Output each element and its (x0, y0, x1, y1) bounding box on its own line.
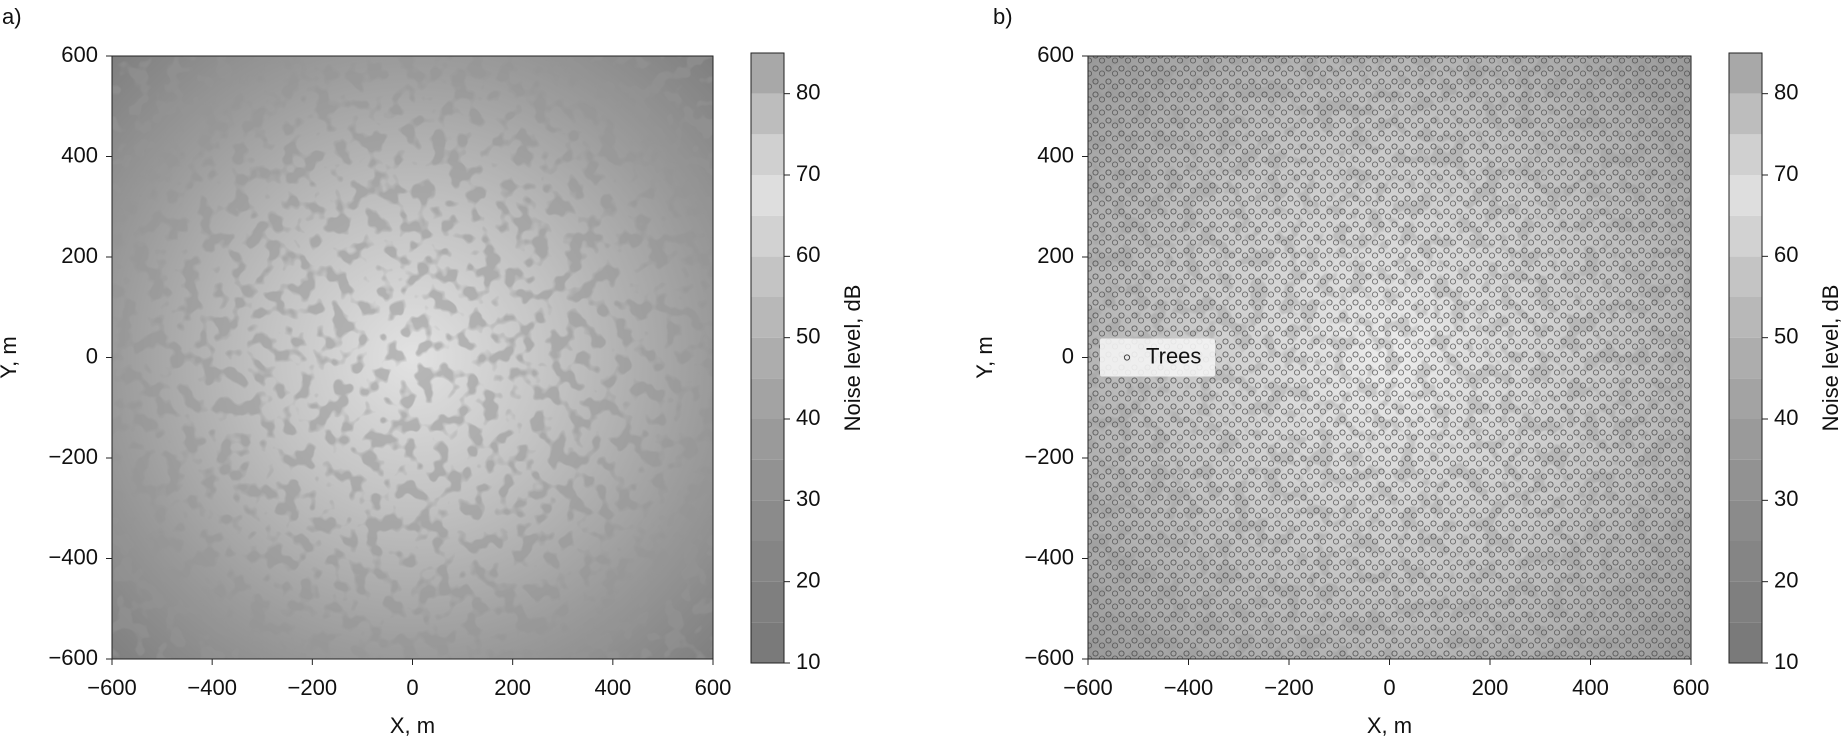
field-texture (112, 56, 713, 659)
colorbar-frame (750, 52, 785, 664)
x-tick-label: 200 (1472, 675, 1509, 700)
colorbar-tick-label: 80 (1774, 79, 1798, 104)
y-tick-label: 200 (61, 243, 98, 268)
x-tick-label: 200 (494, 675, 531, 700)
x-tick-label: −200 (1264, 675, 1314, 700)
colorbar-band (751, 541, 784, 582)
colorbar-band (751, 500, 784, 541)
colorbar-band (751, 215, 784, 257)
colorbar-tick-label: 40 (796, 405, 820, 430)
x-tick-label: −400 (1164, 675, 1214, 700)
x-tick-label: 400 (594, 675, 631, 700)
y-tick-label: 400 (61, 142, 98, 167)
colorbar-band (751, 93, 784, 135)
colorbar-tick-label: 10 (796, 649, 820, 674)
x-tick-label: −600 (87, 675, 137, 700)
colorbar-band (751, 622, 784, 663)
y-axis-label: Y, m (0, 336, 21, 378)
colorbar-band (751, 256, 784, 297)
x-tick-label: 400 (1572, 675, 1609, 700)
colorbar-tick-label: 10 (1774, 649, 1798, 674)
y-tick-label: 200 (1037, 243, 1074, 268)
colorbar-band (1729, 134, 1762, 175)
colorbar-band (1729, 378, 1762, 419)
colorbar-band (1729, 215, 1762, 257)
colorbar-tick-label: 20 (1774, 567, 1798, 592)
colorbar-band (1729, 53, 1762, 94)
colorbar-band (751, 134, 784, 175)
colorbar-tick-label: 30 (1774, 486, 1798, 511)
colorbar-band (751, 581, 784, 623)
x-tick-label: 0 (1383, 675, 1395, 700)
x-tick-label: −600 (1063, 675, 1113, 700)
colorbar-tick-label: 50 (796, 323, 820, 348)
colorbar-tick-label: 60 (1774, 242, 1798, 267)
x-tick-label: 600 (695, 675, 732, 700)
colorbar-band (751, 175, 784, 216)
y-tick-label: 0 (86, 343, 98, 368)
y-axis-label: Y, m (972, 336, 997, 378)
colorbar-band (751, 419, 784, 460)
x-tick-label: −200 (288, 675, 338, 700)
legend-label: Trees (1146, 343, 1201, 368)
colorbar-band (751, 459, 784, 501)
colorbar-band (1729, 419, 1762, 460)
colorbar-tick-label: 30 (796, 486, 820, 511)
colorbar-band (1729, 93, 1762, 135)
colorbar-tick-label: 40 (1774, 405, 1798, 430)
colorbar-band (751, 297, 784, 338)
y-tick-label: −600 (1024, 645, 1074, 670)
colorbar-band (751, 337, 784, 379)
x-tick-label: 600 (1673, 675, 1710, 700)
y-tick-label: 600 (61, 42, 98, 67)
y-tick-label: 600 (1037, 42, 1074, 67)
colorbar-band (1729, 256, 1762, 297)
colorbar-band (1729, 459, 1762, 501)
legend-box (1100, 338, 1215, 377)
colorbar-tick-label: 50 (1774, 323, 1798, 348)
colorbar-band (1729, 541, 1762, 582)
y-tick-label: −400 (48, 544, 98, 569)
legend-marker (1123, 354, 1131, 361)
colorbar-label: Noise level, dB (1818, 285, 1843, 432)
y-tick-label: −200 (1024, 444, 1074, 469)
colorbar-tick-label: 70 (796, 161, 820, 186)
colorbar-label: Noise level, dB (840, 285, 865, 432)
colorbar-band (1729, 175, 1762, 216)
colorbar-band (1729, 297, 1762, 338)
colorbar-band (1729, 337, 1762, 379)
x-axis-label: X, m (1367, 713, 1412, 738)
colorbar-band (751, 378, 784, 419)
colorbar-tick-label: 80 (796, 79, 820, 104)
colorbar-tick-label: 70 (1774, 161, 1798, 186)
colorbar-band (751, 53, 784, 94)
x-tick-label: −400 (187, 675, 237, 700)
colorbar-tick-label: 60 (796, 242, 820, 267)
colorbar-band (1729, 500, 1762, 541)
y-tick-label: −200 (48, 444, 98, 469)
colorbar-band (1729, 622, 1762, 663)
y-tick-label: 0 (1062, 343, 1074, 368)
y-tick-label: 400 (1037, 142, 1074, 167)
x-axis-label: X, m (390, 713, 435, 738)
colorbar-tick-label: 20 (796, 567, 820, 592)
colorbar-frame (1728, 52, 1763, 664)
colorbar-band (1729, 581, 1762, 623)
y-tick-label: −600 (48, 645, 98, 670)
panel-label: a) (2, 4, 22, 29)
x-tick-label: 0 (406, 675, 418, 700)
y-tick-label: −400 (1024, 544, 1074, 569)
panel-label: b) (993, 4, 1013, 29)
